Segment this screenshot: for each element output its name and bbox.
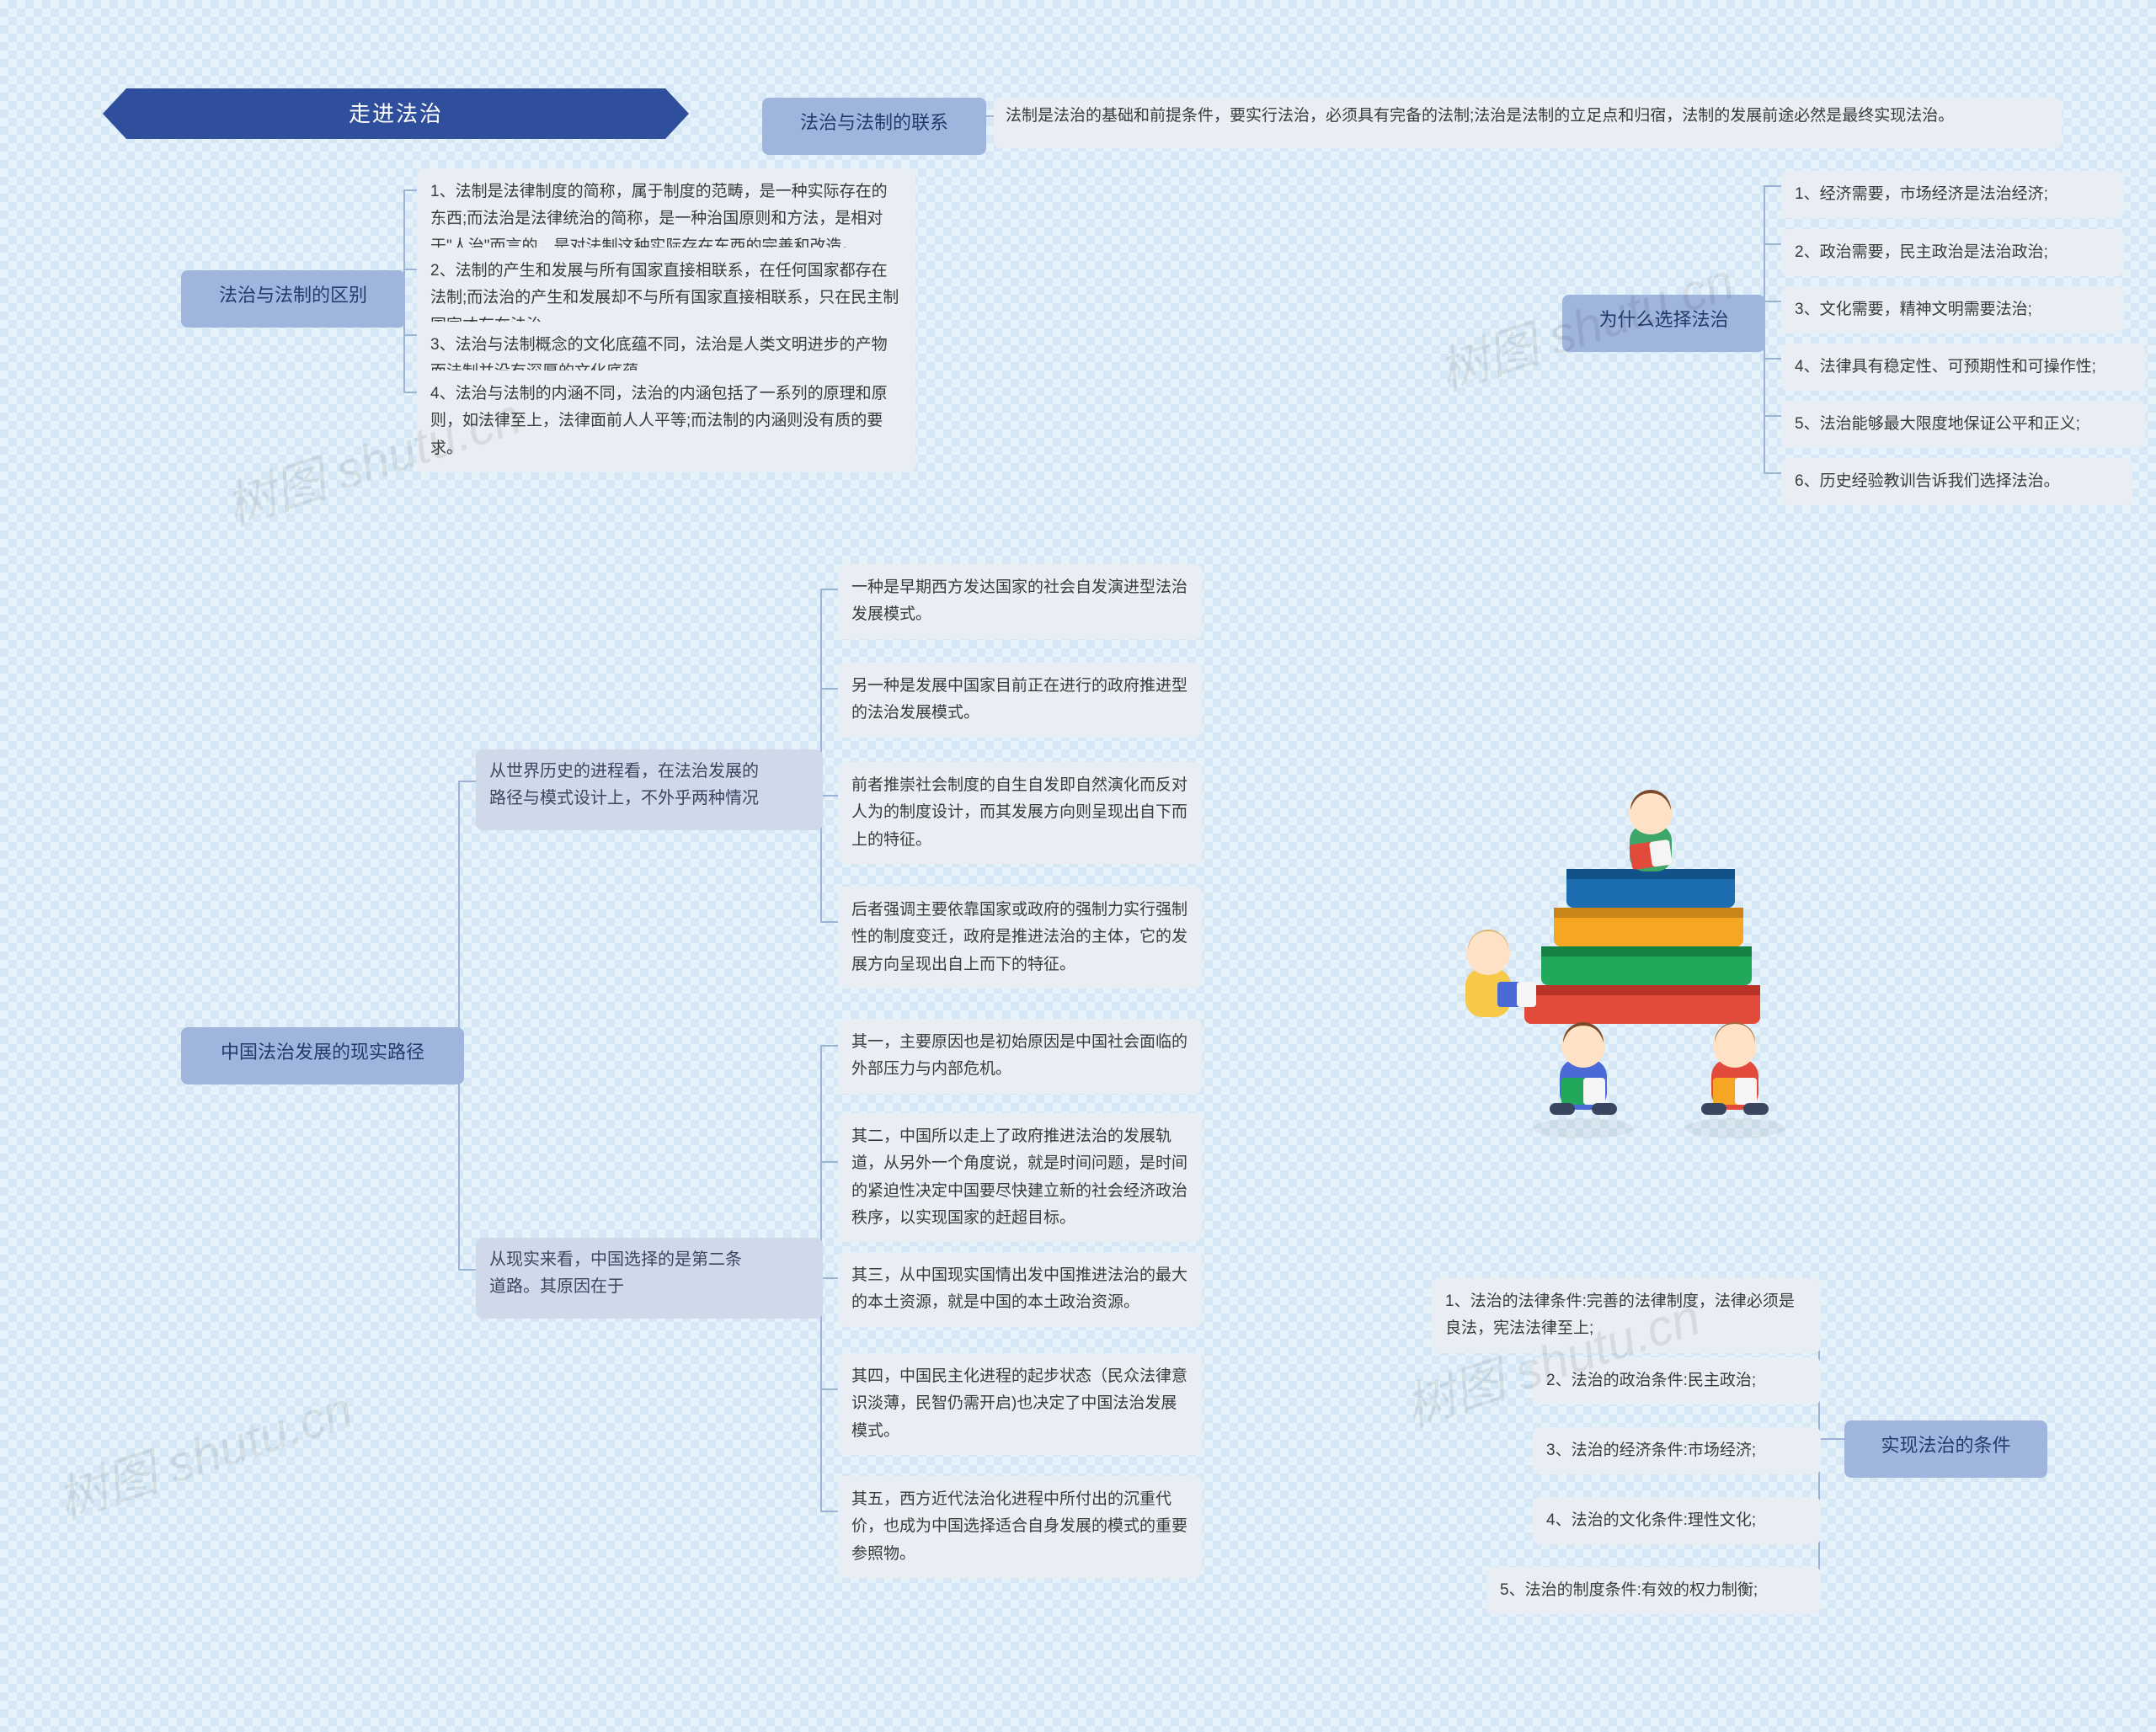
leaf-path-b-5: 其五，西方近代法治化进程中所付出的沉重代价，也成为中国选择适合自身发展的模式的重… xyxy=(838,1476,1202,1578)
node-diff: 法治与法制的区别 xyxy=(181,270,405,328)
reading-illustration xyxy=(1398,733,1886,1158)
leaf-diff-4: 4、法治与法制的内涵不同，法治的内涵包括了一系列的原理和原则，如法律至上，法律面… xyxy=(417,370,915,472)
leaf-why-4: 4、法律具有稳定性、可预期性和可操作性; xyxy=(1781,344,2145,391)
node-link: 法治与法制的联系 xyxy=(762,98,986,155)
leaf-cond-1: 1、法治的法律条件:完善的法律制度，法律必须是良法，宪法法律至上; xyxy=(1432,1278,1821,1353)
leaf-why-1: 1、经济需要，市场经济是法治经济; xyxy=(1781,171,2124,218)
leaf-cond-3: 3、法治的经济条件:市场经济; xyxy=(1533,1427,1821,1474)
leaf-why-6: 6、历史经验教训告诉我们选择法治。 xyxy=(1781,458,2132,505)
node-path-branch-a: 从世界历史的进程看，在法治发展的 路径与模式设计上，不外乎两种情况 xyxy=(476,749,823,830)
root-title-label: 走进法治 xyxy=(349,101,443,126)
watermark-3: 树图 shutu.cn xyxy=(46,1369,360,1533)
node-path-branch-b: 从现实来看，中国选择的是第二条 道路。其原因在于 xyxy=(476,1238,823,1319)
leaf-why-2: 2、政治需要，民主政治是法治政治; xyxy=(1781,229,2124,276)
leaf-cond-5: 5、法治的制度条件:有效的权力制衡; xyxy=(1486,1567,1821,1614)
leaf-path-a-2: 另一种是发展中国家目前正在进行的政府推进型的法治发展模式。 xyxy=(838,663,1202,738)
root-title: 走进法治 xyxy=(126,88,665,139)
leaf-cond-4: 4、法治的文化条件:理性文化; xyxy=(1533,1497,1821,1544)
leaf-path-a-3: 前者推崇社会制度的自生自发即自然演化而反对人为的制度设计，而其发展方向则呈现出自… xyxy=(838,762,1202,864)
node-conditions: 实现法治的条件 xyxy=(1844,1420,2047,1478)
leaf-why-3: 3、文化需要，精神文明需要法治; xyxy=(1781,286,2124,333)
leaf-link-text: 法制是法治的基础和前提条件，要实行法治，必须具有完备的法制;法治是法制的立足点和… xyxy=(994,98,2062,148)
leaf-path-b-3: 其三，从中国现实国情出发中国推进法治的最大的本土资源，就是中国的本土政治资源。 xyxy=(838,1252,1202,1327)
leaf-path-b-2: 其二，中国所以走上了政府推进法治的发展轨道，从另外一个角度说，就是时间问题，是时… xyxy=(838,1113,1202,1242)
leaf-why-5: 5、法治能够最大限度地保证公平和正义; xyxy=(1781,401,2145,448)
leaf-path-b-4: 其四，中国民主化进程的起步状态（民众法律意识淡薄，民智仍需开启)也决定了中国法治… xyxy=(838,1353,1202,1455)
leaf-path-b-1: 其一，主要原因也是初始原因是中国社会面临的外部压力与内部危机。 xyxy=(838,1019,1202,1094)
node-why: 为什么选择法治 xyxy=(1562,295,1765,352)
node-path: 中国法治发展的现实路径 xyxy=(181,1027,464,1084)
leaf-path-a-4: 后者强调主要依靠国家或政府的强制力实行强制性的制度变迁，政府是推进法治的主体，它… xyxy=(838,887,1202,989)
leaf-cond-2: 2、法治的政治条件:民主政治; xyxy=(1533,1357,1821,1404)
leaf-path-a-1: 一种是早期西方发达国家的社会自发演进型法治发展模式。 xyxy=(838,564,1202,639)
